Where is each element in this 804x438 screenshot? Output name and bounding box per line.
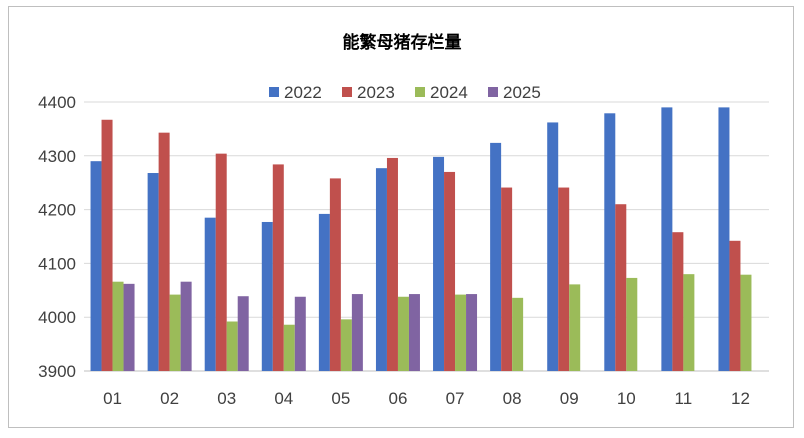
x-tick-label: 07 (446, 389, 465, 408)
legend-label-2022: 2022 (284, 83, 322, 102)
legend-swatch-2023 (342, 87, 352, 97)
bar-2023-08 (501, 187, 513, 371)
bar-2024-09 (569, 284, 581, 371)
bar-2022-01 (90, 161, 102, 371)
bar-2025-01 (123, 283, 135, 371)
bar-2022-02 (147, 173, 159, 371)
axis-layer: 3900 4000 4100 4200 4300 4400 01 02 03 04 05 06 07 08… (38, 93, 750, 408)
y-tick-label: 4200 (38, 201, 76, 220)
legend-label-2023: 2023 (357, 83, 395, 102)
chart-frame: 3900 4000 4100 4200 4300 4400 01 02 03 04 05 06 07 08… (8, 6, 794, 428)
bar-2024-10 (626, 277, 638, 371)
bar-2023-02 (158, 132, 170, 371)
bar-2023-09 (558, 187, 570, 371)
bar-2024-04 (283, 324, 295, 371)
x-tick-label: 01 (103, 389, 122, 408)
x-tick-label: 04 (274, 389, 293, 408)
bar-2024-11 (683, 274, 695, 371)
bar-2024-05 (340, 319, 352, 371)
x-tick-label: 12 (731, 389, 750, 408)
bar-2022-04 (261, 221, 273, 371)
chart-svg: 3900 4000 4100 4200 4300 4400 01 02 03 04 05 06 07 08… (38, 32, 769, 408)
bar-2024-07 (455, 294, 467, 371)
y-tick-label: 4100 (38, 254, 76, 273)
bar-layer (90, 107, 752, 371)
bar-2024-02 (169, 294, 181, 371)
bar-2024-01 (112, 281, 124, 371)
bar-2023-11 (672, 232, 684, 371)
bar-2023-05 (329, 178, 341, 371)
legend-label-2024: 2024 (430, 83, 468, 102)
x-tick-label: 11 (675, 389, 693, 408)
bar-2022-11 (661, 107, 673, 371)
bar-2024-03 (226, 321, 238, 371)
bar-2023-06 (386, 157, 398, 371)
bar-2022-05 (318, 213, 330, 371)
bar-2023-03 (215, 153, 227, 371)
x-tick-label: 09 (560, 389, 579, 408)
bar-2025-03 (237, 296, 249, 371)
bar-2025-02 (180, 281, 192, 371)
y-tick-label: 3900 (38, 362, 76, 381)
legend: 2022 2023 2024 2025 (269, 83, 541, 102)
bar-2023-04 (272, 164, 284, 371)
bar-2022-09 (547, 122, 559, 371)
bar-2023-10 (615, 204, 627, 371)
bar-2023-07 (444, 171, 456, 371)
bar-2025-05 (351, 294, 363, 371)
bar-2022-10 (604, 113, 616, 371)
legend-label-2025: 2025 (503, 83, 541, 102)
bar-2025-07 (466, 294, 478, 371)
bar-2022-08 (490, 142, 502, 371)
legend-swatch-2025 (488, 87, 498, 97)
x-tick-label: 06 (388, 389, 407, 408)
x-tick-label: 10 (617, 389, 636, 408)
bar-2022-06 (375, 168, 387, 371)
y-tick-label: 4300 (38, 147, 76, 166)
bar-2023-12 (729, 240, 741, 371)
x-tick-label: 02 (160, 389, 179, 408)
bar-2024-12 (740, 274, 752, 371)
bar-2022-12 (718, 107, 730, 371)
x-tick-label: 05 (331, 389, 350, 408)
legend-swatch-2024 (415, 87, 425, 97)
chart-title: 能繁母猪存栏量 (343, 32, 462, 53)
bar-2025-06 (408, 294, 420, 371)
bar-2024-06 (397, 296, 409, 371)
bar-2022-03 (204, 217, 216, 371)
bar-2025-04 (294, 296, 306, 371)
x-tick-label: 08 (503, 389, 522, 408)
legend-swatch-2022 (269, 87, 279, 97)
y-tick-label: 4000 (38, 308, 76, 327)
bar-2024-08 (512, 297, 524, 371)
x-tick-label: 03 (217, 389, 236, 408)
bar-2023-01 (101, 119, 113, 371)
bar-2022-07 (433, 156, 445, 371)
grid-layer (84, 101, 769, 372)
y-tick-label: 4400 (38, 93, 76, 112)
